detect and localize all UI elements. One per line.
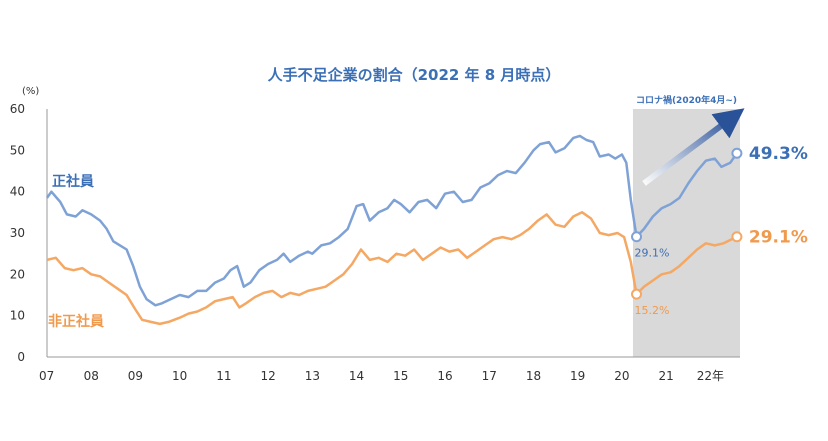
y-axis-unit: (%) — [22, 86, 39, 97]
regular-end-marker — [731, 147, 743, 159]
x-tick-label: 14 — [349, 369, 364, 383]
y-tick-label: 60 — [10, 102, 25, 116]
x-tick-label: 07 — [39, 369, 54, 383]
series-label-nonregular: 非正社員 — [48, 313, 104, 330]
y-tick-label: 0 — [17, 350, 25, 364]
y-tick-label: 30 — [10, 226, 25, 240]
regular-end-value: 49.3% — [749, 144, 808, 164]
y-tick-label: 10 — [10, 309, 25, 323]
x-tick-label: 13 — [305, 369, 320, 383]
nonregular-low-marker — [631, 288, 643, 300]
nonregular-low-value: 15.2% — [635, 304, 670, 317]
x-tick-label: 18 — [526, 369, 541, 383]
regular-low-value: 29.1% — [635, 247, 670, 260]
x-tick-label: 12 — [260, 369, 275, 383]
y-tick-label: 40 — [10, 185, 25, 199]
x-axis-ticks: 07 08 09 10 11 12 13 14 15 16 17 18 19 20 21 22年 — [39, 369, 724, 383]
x-tick-label: 17 — [482, 369, 497, 383]
x-tick-label: 22年 — [697, 369, 724, 383]
x-tick-label: 15 — [393, 369, 408, 383]
chart-title: 人手不足企業の割合（2022 年 8 月時点） — [268, 66, 561, 84]
series-line-nonregular — [46, 211, 738, 326]
y-axis-ticks: 0 10 20 30 40 50 60 — [10, 102, 25, 364]
covid-period-label: コロナ禍(2020年4月~) — [636, 94, 737, 106]
y-tick-label: 20 — [10, 267, 25, 281]
y-tick-label: 50 — [10, 143, 25, 157]
nonregular-end-marker — [731, 231, 743, 243]
series-line-regular — [45, 134, 738, 307]
x-tick-label: 21 — [659, 369, 674, 383]
x-tick-label: 08 — [84, 369, 99, 383]
covid-trend-arrow — [642, 108, 745, 186]
x-tick-label: 09 — [128, 369, 143, 383]
x-tick-label: 20 — [614, 369, 629, 383]
covid-period-band — [632, 109, 740, 357]
x-tick-label: 19 — [570, 369, 585, 383]
regular-low-marker — [631, 231, 643, 243]
x-tick-label: 10 — [172, 369, 187, 383]
x-tick-label: 11 — [216, 369, 231, 383]
nonregular-end-value: 29.1% — [749, 228, 808, 248]
x-tick-label: 16 — [437, 369, 452, 383]
series-label-regular: 正社員 — [52, 173, 94, 190]
